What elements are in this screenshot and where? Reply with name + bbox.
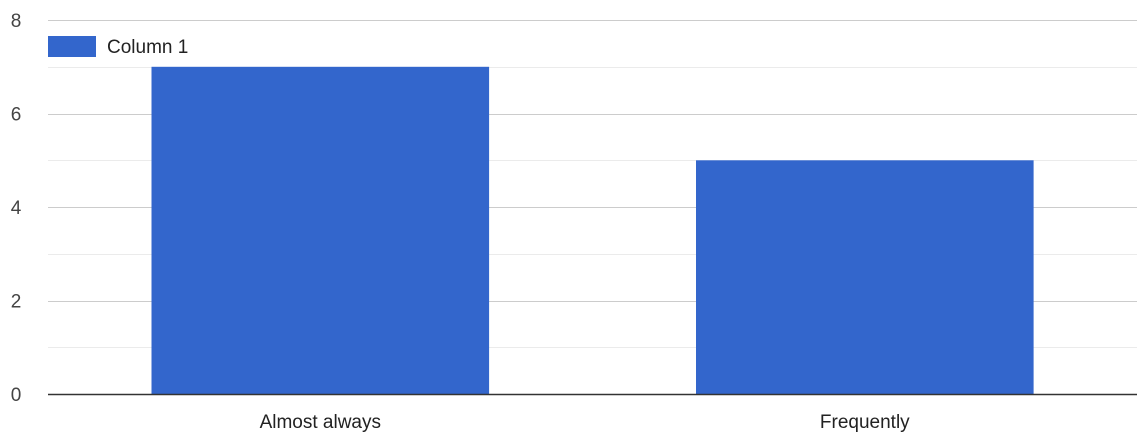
y-tick-label: 6: [11, 105, 22, 126]
y-axis-ticks: 0 2 4 6 8: [11, 11, 22, 406]
y-tick-label: 8: [11, 11, 22, 32]
x-tick-label: Frequently: [820, 412, 910, 433]
legend: Column 1: [48, 36, 188, 58]
bar: [696, 160, 1034, 395]
x-tick-label: Almost always: [260, 412, 381, 433]
bars: [151, 66, 1034, 395]
y-tick-label: 2: [11, 292, 22, 313]
x-axis-ticks: Almost always Frequently: [260, 412, 911, 433]
legend-label: Column 1: [107, 37, 188, 58]
y-tick-label: 4: [11, 198, 22, 219]
legend-swatch: [48, 36, 96, 57]
y-tick-label: 0: [11, 385, 22, 406]
bar: [151, 66, 490, 395]
